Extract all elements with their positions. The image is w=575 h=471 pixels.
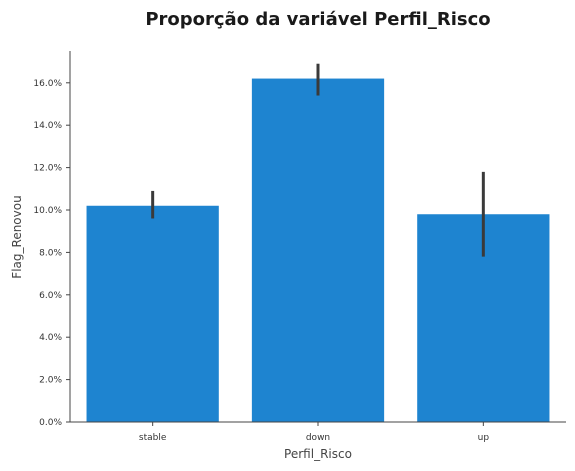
y-tick-label: 14.0% — [33, 121, 62, 131]
x-tick-label-down: down — [306, 433, 330, 443]
bar-stable — [86, 205, 219, 422]
bar-down — [251, 78, 385, 422]
y-tick-label: 2.0% — [39, 376, 62, 386]
y-tick-label: 10.0% — [33, 206, 62, 216]
x-axis: stable down up — [139, 422, 489, 443]
x-tick-label-up: up — [478, 433, 490, 443]
x-axis-label: Perfil_Risco — [284, 447, 352, 461]
chart-title: Proporção da variável Perfil_Risco — [145, 9, 490, 30]
y-tick-label: 8.0% — [39, 248, 62, 258]
error-bars-group — [151, 63, 485, 257]
y-tick-label: 4.0% — [39, 333, 62, 343]
y-axis-label: Flag_Renovou — [10, 195, 24, 278]
y-tick-label: 0.0% — [39, 418, 62, 428]
y-tick-label: 6.0% — [39, 291, 62, 301]
y-tick-label: 12.0% — [33, 164, 62, 174]
bars-group — [86, 78, 550, 422]
x-tick-label-stable: stable — [139, 433, 167, 443]
y-tick-label: 16.0% — [33, 79, 62, 89]
y-axis: 0.0% 2.0% 4.0% 6.0% 8.0% 10.0% 12.0% 14.0% 16.0% — [33, 79, 70, 428]
